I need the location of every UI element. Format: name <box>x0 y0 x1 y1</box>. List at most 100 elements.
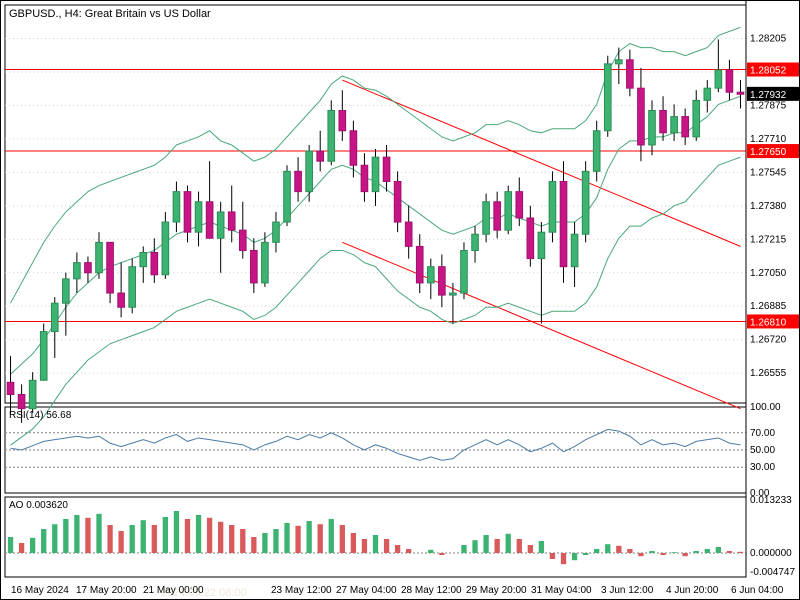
candle <box>461 250 468 293</box>
candle <box>96 242 103 272</box>
candle <box>107 242 114 293</box>
svg-text:70.00: 70.00 <box>750 428 775 439</box>
candle <box>560 181 567 266</box>
candle <box>427 267 434 283</box>
candle <box>118 293 125 307</box>
candle <box>328 110 335 161</box>
candle <box>251 250 258 282</box>
candle <box>627 60 634 88</box>
candle <box>638 88 645 145</box>
candle <box>339 110 346 130</box>
price-tick: 1.27875 <box>750 100 787 111</box>
candle <box>726 70 733 92</box>
time-tick: 21 May 00:00 <box>143 585 204 596</box>
candle <box>85 263 92 273</box>
time-tick: 6 Jun 04:00 <box>731 585 784 596</box>
candle <box>671 117 678 133</box>
time-tick: 3 Jun 12:00 <box>601 585 654 596</box>
candle <box>571 234 578 266</box>
time-tick: 29 May 20:00 <box>466 585 527 596</box>
candle <box>693 100 700 137</box>
candle <box>195 202 202 232</box>
candle <box>450 293 457 295</box>
trading-chart: 2024.05.22 08:001.282051.280401.278751.2… <box>0 0 800 600</box>
candle <box>505 192 512 231</box>
candle <box>682 117 689 137</box>
price-tick: 1.27380 <box>750 201 787 212</box>
candle <box>416 246 423 283</box>
candle <box>63 279 70 303</box>
svg-text:1.27650: 1.27650 <box>750 147 787 158</box>
candle <box>151 252 158 274</box>
price-tick: 1.26555 <box>750 368 787 379</box>
time-tick: 4 Jun 20:00 <box>666 585 719 596</box>
candle <box>527 218 534 259</box>
candle <box>494 202 501 230</box>
svg-text:-0.004747: -0.004747 <box>750 567 795 578</box>
svg-text:0.000000: 0.000000 <box>750 548 792 559</box>
candle <box>74 263 81 279</box>
candle <box>593 131 600 172</box>
svg-text:50.00: 50.00 <box>750 445 775 456</box>
candle <box>472 234 479 250</box>
candle <box>516 192 523 218</box>
price-tick: 1.27050 <box>750 268 787 279</box>
candle <box>173 192 180 222</box>
svg-text:100.00: 100.00 <box>750 402 781 413</box>
price-tick: 1.28205 <box>750 33 787 44</box>
candle <box>660 110 667 132</box>
time-tick: 28 May 12:00 <box>401 585 462 596</box>
time-tick: 31 May 04:00 <box>531 585 592 596</box>
candle <box>295 171 302 191</box>
price-tick: 1.26720 <box>750 335 787 346</box>
candle <box>549 181 556 232</box>
candle <box>317 151 324 161</box>
svg-text:0.013233: 0.013233 <box>750 495 792 506</box>
candle <box>239 230 246 250</box>
candle <box>439 267 446 295</box>
candle <box>184 192 191 233</box>
candle <box>483 202 490 234</box>
candle <box>715 70 722 88</box>
candle <box>604 64 611 131</box>
candle <box>217 212 224 238</box>
ao-label: AO 0.003620 <box>9 500 68 511</box>
candle <box>262 242 269 283</box>
candle <box>394 181 401 222</box>
price-tick: 1.27545 <box>750 167 787 178</box>
time-tick: 16 May 2024 <box>11 585 69 596</box>
candle <box>273 222 280 242</box>
candle <box>615 60 622 64</box>
candle <box>383 157 390 181</box>
price-tick: 1.27710 <box>750 134 787 145</box>
svg-text:1.27932: 1.27932 <box>750 90 787 101</box>
candle <box>40 332 47 381</box>
candle <box>140 252 147 266</box>
candle <box>29 380 36 408</box>
candle <box>129 267 136 308</box>
candle <box>206 202 213 239</box>
svg-text:1.26810: 1.26810 <box>750 317 787 328</box>
candle <box>538 232 545 258</box>
svg-text:1.28052: 1.28052 <box>750 66 787 77</box>
candle <box>284 171 291 222</box>
candle <box>649 110 656 144</box>
candle <box>162 222 169 275</box>
candle <box>18 394 25 408</box>
candle <box>405 222 412 246</box>
candle <box>51 303 58 331</box>
candle <box>306 151 313 192</box>
candle <box>372 157 379 191</box>
svg-text:30.00: 30.00 <box>750 462 775 473</box>
candle <box>7 382 14 394</box>
candle <box>704 88 711 100</box>
candle <box>228 212 235 230</box>
candle <box>737 92 744 94</box>
price-tick: 1.27215 <box>750 234 787 245</box>
time-tick: 23 May 12:00 <box>271 585 332 596</box>
rsi-label: RSI(14) 56.68 <box>9 410 72 421</box>
price-tick: 1.26885 <box>750 301 787 312</box>
candle <box>361 165 368 191</box>
candle <box>350 131 357 165</box>
candle <box>582 171 589 234</box>
